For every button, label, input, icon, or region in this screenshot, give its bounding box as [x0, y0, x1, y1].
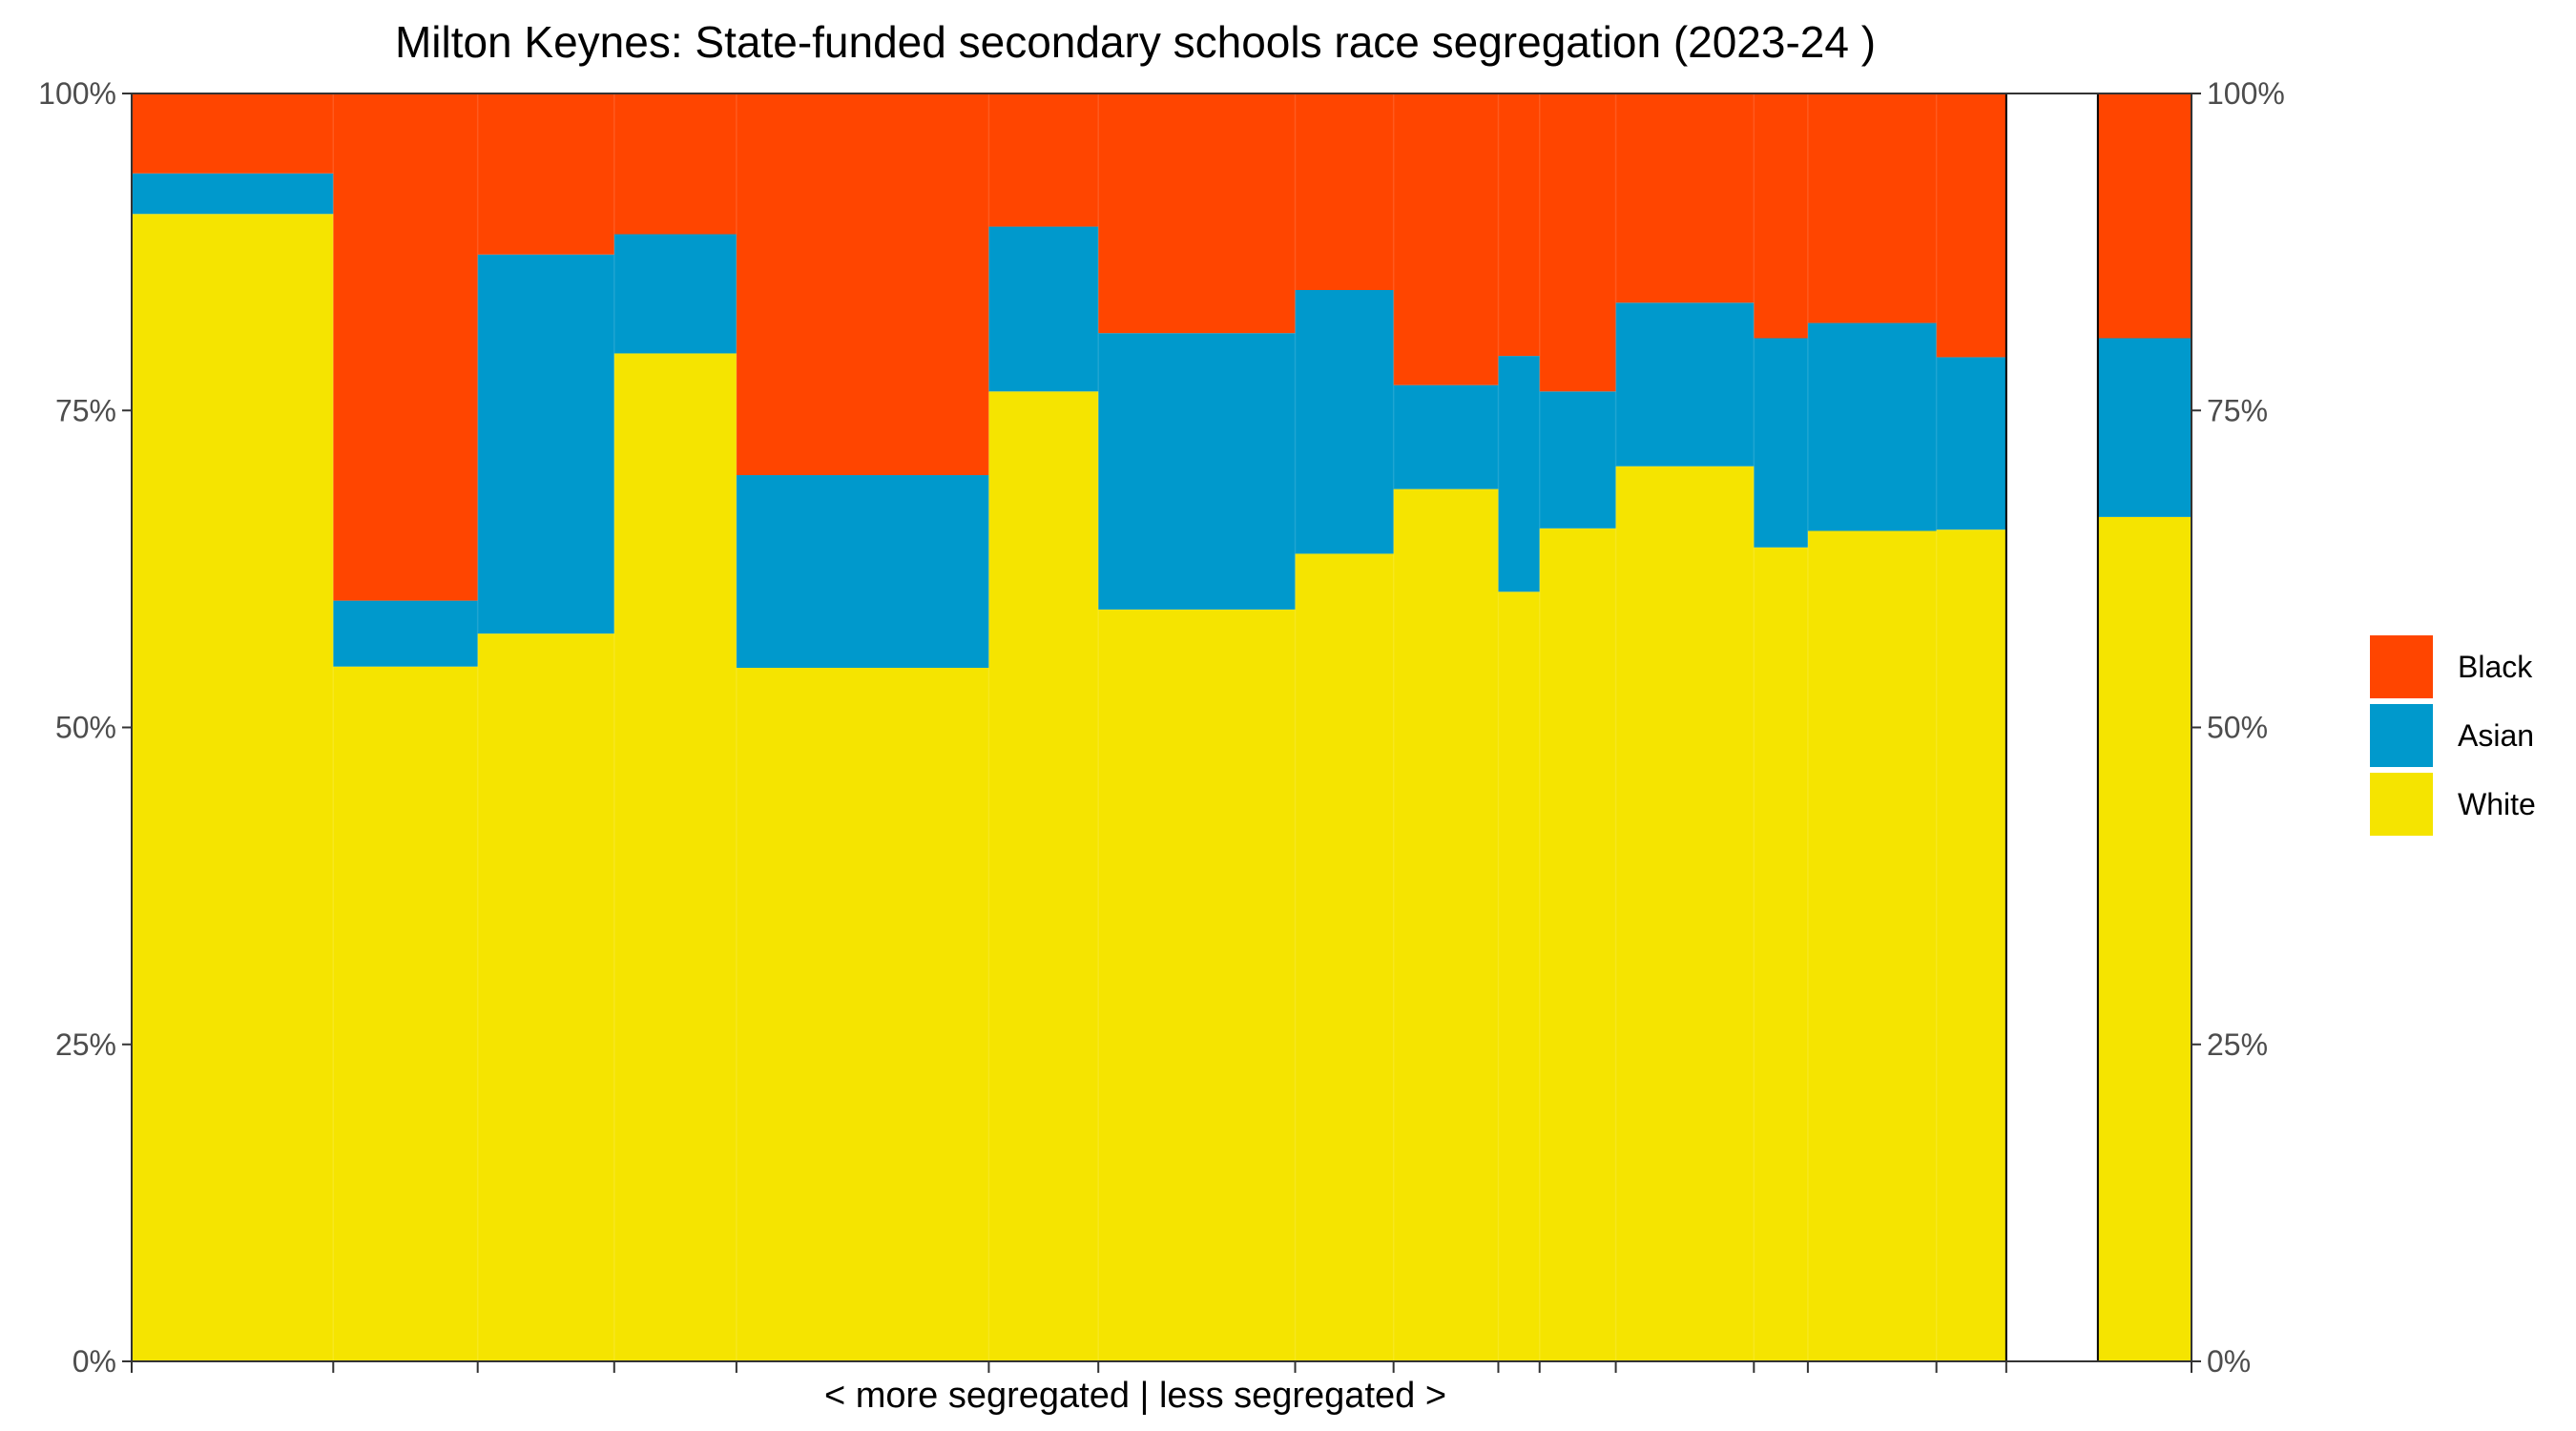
chart-title: Milton Keynes: State-funded secondary sc…: [395, 17, 1876, 67]
legend-swatch-white: [2370, 773, 2433, 836]
bar-segment-asian-14: [1807, 322, 1938, 531]
y-tick-label-left: 75%: [55, 393, 116, 427]
bar-segment-white-16: [2097, 516, 2192, 1361]
bar-segment-asian-3: [477, 254, 615, 634]
y-tick-label-left: 100%: [38, 76, 116, 111]
legend-label-white: White: [2458, 787, 2536, 821]
bar-segment-asian-9: [1393, 384, 1500, 489]
legend-label-black: Black: [2458, 650, 2533, 684]
y-tick-label-left: 0%: [73, 1344, 116, 1379]
y-tick-label-right: 50%: [2207, 711, 2268, 745]
x-ticks: [131, 1361, 2192, 1373]
bar-segment-white-15: [1936, 529, 2007, 1361]
bar-segment-black-11: [1539, 93, 1617, 392]
bar-segment-asian-1: [132, 173, 334, 215]
y-tick-label-right: 25%: [2207, 1027, 2268, 1062]
legend-swatch-asian: [2370, 704, 2433, 767]
bar-segment-asian-5: [736, 475, 989, 669]
bar-segment-black-7: [1098, 93, 1297, 334]
bar-segment-black-4: [613, 93, 737, 235]
bar-segment-white-6: [988, 391, 1099, 1361]
bar-segment-asian-11: [1539, 391, 1617, 529]
y-tick-label-right: 75%: [2207, 393, 2268, 427]
bar-segment-white-10: [1498, 591, 1541, 1361]
bar-segment-white-7: [1098, 609, 1297, 1361]
bar-segment-asian-7: [1098, 333, 1297, 610]
bar-segment-white-5: [736, 668, 989, 1361]
bar-segment-black-6: [988, 93, 1099, 227]
bar-segment-white-11: [1539, 528, 1617, 1361]
bars-group: [132, 93, 2192, 1362]
bar-segment-black-9: [1393, 93, 1500, 385]
bar-segment-white-13: [1754, 547, 1809, 1361]
bar-segment-black-10: [1498, 93, 1541, 357]
y-tick-label-left: 50%: [55, 711, 116, 745]
bar-segment-asian-6: [988, 226, 1099, 392]
y-tick-label-right: 100%: [2207, 76, 2285, 111]
bar-segment-asian-13: [1754, 338, 1809, 548]
bar-segment-black-3: [477, 93, 615, 255]
bar-segment-white-1: [132, 214, 334, 1361]
y-ticks-left: 0% 25% 50% 75% 100%: [38, 76, 132, 1379]
bar-segment-asian-12: [1615, 302, 1755, 467]
bar-segment-white-12: [1615, 466, 1755, 1362]
bar-segment-asian-16: [2097, 338, 2192, 517]
legend-label-asian: Asian: [2458, 718, 2534, 753]
bar-segment-white-14: [1807, 530, 1938, 1361]
bar-segment-white-8: [1295, 553, 1395, 1361]
y-tick-label-left: 25%: [55, 1027, 116, 1062]
x-axis-label: < more segregated | less segregated >: [824, 1376, 1446, 1416]
bar-segment-black-2: [333, 93, 479, 601]
bar-segment-black-12: [1615, 93, 1755, 303]
y-tick-label-right: 0%: [2207, 1344, 2251, 1379]
bar-segment-white-9: [1393, 488, 1500, 1361]
bar-segment-asian-15: [1936, 357, 2007, 530]
bar-segment-asian-8: [1295, 290, 1395, 554]
bar-segment-black-15: [1936, 93, 2007, 358]
bar-segment-white-2: [333, 666, 479, 1361]
gap-group: [2005, 93, 2099, 1362]
bar-segment-black-1: [132, 93, 334, 174]
legend: Black Asian White: [2370, 635, 2536, 836]
bar-segment-black-16: [2097, 93, 2192, 339]
bar-segment-asian-2: [333, 600, 479, 667]
bar-segment-black-13: [1754, 93, 1809, 339]
bar-segment-asian-10: [1498, 356, 1541, 592]
y-ticks-right: 0% 25% 50% 75% 100%: [2192, 76, 2285, 1379]
bar-segment-white-3: [477, 633, 615, 1361]
legend-swatch-black: [2370, 635, 2433, 698]
bar-segment-black-8: [1295, 93, 1395, 290]
bar-segment-asian-4: [613, 234, 737, 354]
bar-segment-black-14: [1807, 93, 1938, 323]
bar-segment-black-5: [736, 93, 989, 476]
bar-segment-white-4: [613, 353, 737, 1362]
